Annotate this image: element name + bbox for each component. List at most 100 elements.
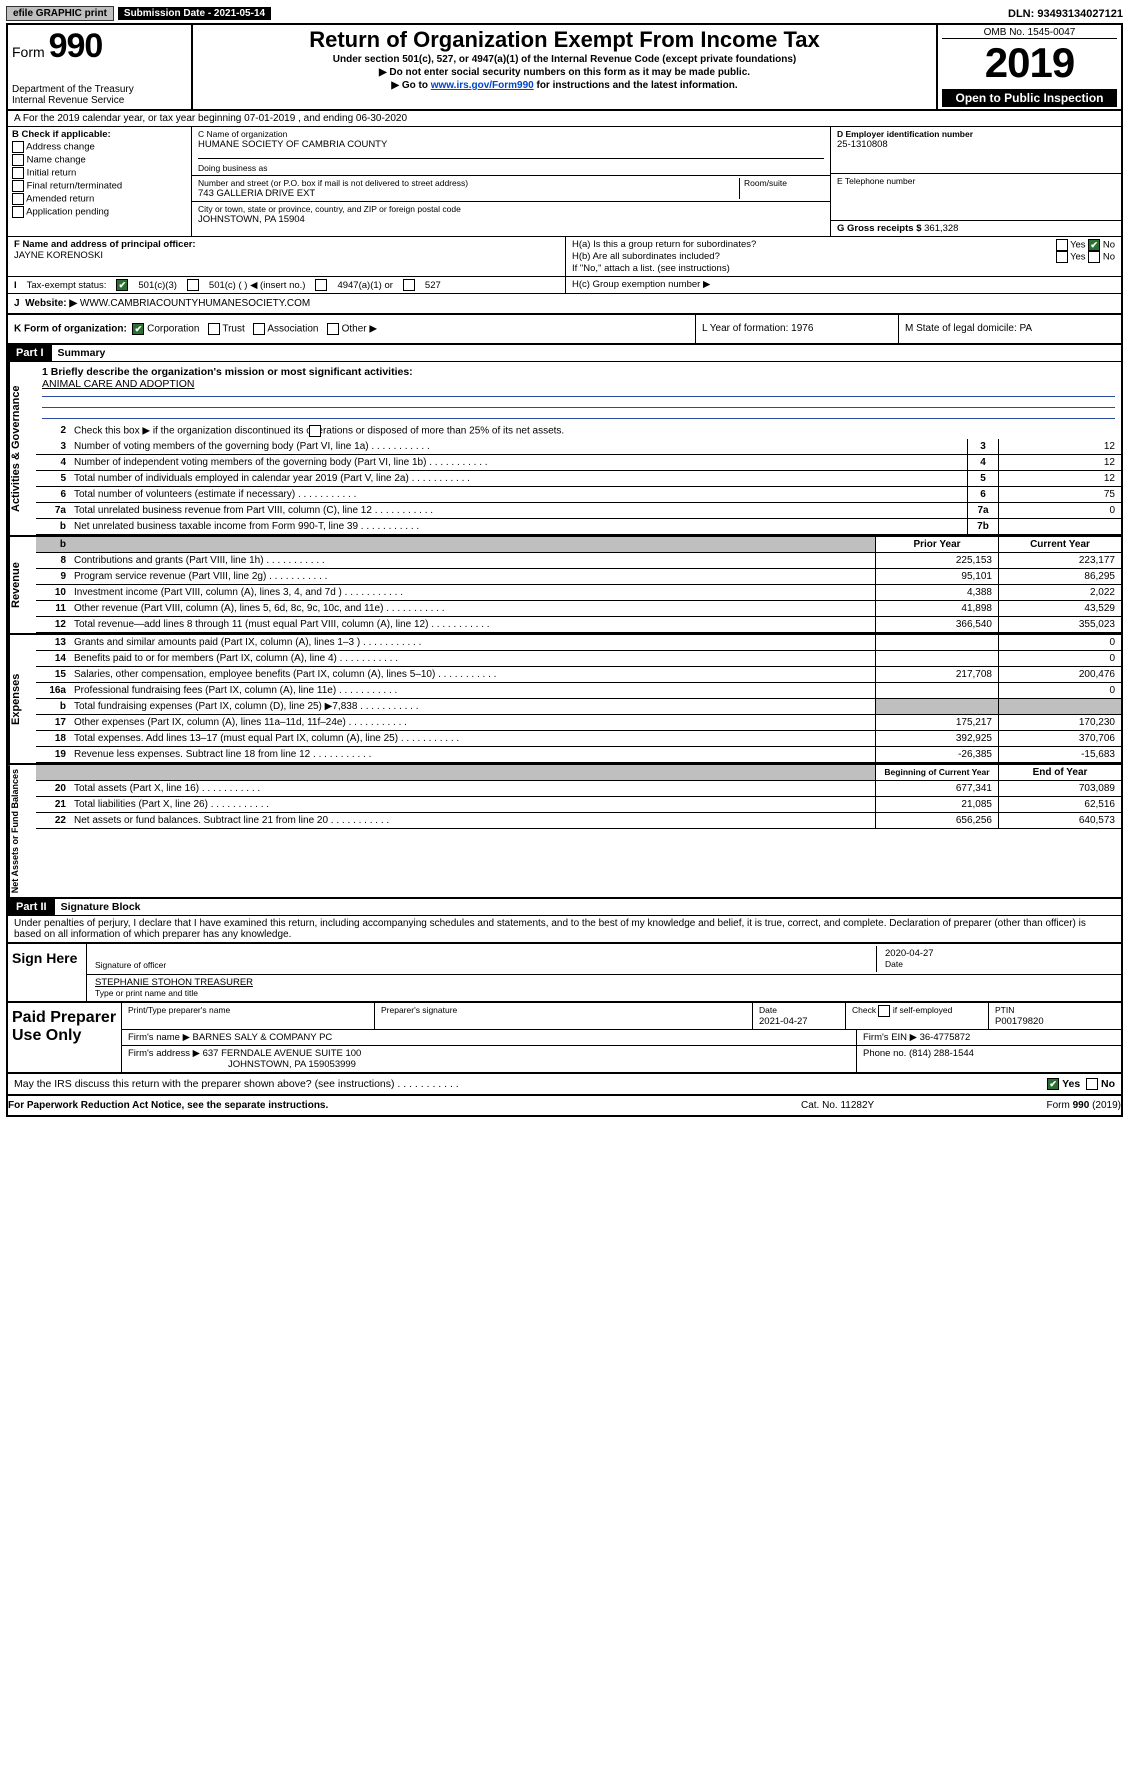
line-text: Revenue less expenses. Subtract line 18 … [70, 747, 875, 762]
ha-no: No [1103, 240, 1115, 251]
form-number: 990 [49, 27, 103, 65]
b-init: Initial return [27, 168, 77, 179]
summary-line: 20 Total assets (Part X, line 16) 677,34… [36, 781, 1121, 797]
prior-year-value: 175,217 [875, 715, 998, 730]
prior-year-value: 4,388 [875, 585, 998, 600]
pp-sig-label: Preparer's signature [381, 1005, 457, 1015]
cat-no: Cat. No. 11282Y [801, 1100, 981, 1111]
cb-4947[interactable] [315, 279, 327, 291]
side-expenses: Expenses [8, 635, 36, 763]
line-numbox: 3 [967, 439, 998, 454]
cb-ha-yes[interactable] [1056, 239, 1068, 251]
cb-discuss-no[interactable] [1086, 1078, 1098, 1090]
efile-graphic-print[interactable]: efile GRAPHIC print [6, 6, 114, 21]
cb-initial-return[interactable] [12, 167, 24, 179]
col-c: C Name of organization HUMANE SOCIETY OF… [192, 127, 831, 236]
line-num: b [36, 699, 70, 714]
line-num: b [36, 519, 70, 534]
part2-title: Part II [8, 899, 55, 915]
city-label: City or town, state or province, country… [198, 204, 824, 214]
line-text: Grants and similar amounts paid (Part IX… [70, 635, 875, 650]
na-header-spacer2 [70, 765, 875, 780]
firm-city: JOHNSTOWN, PA 159053999 [228, 1059, 356, 1070]
prior-year-value: 392,925 [875, 731, 998, 746]
firm-name: BARNES SALY & COMPANY PC [193, 1032, 333, 1043]
cb-discontinued[interactable] [309, 425, 321, 437]
hc-label: H(c) Group exemption number ▶ [572, 279, 710, 290]
cb-trust[interactable] [208, 323, 220, 335]
line-numbox: 7a [967, 503, 998, 518]
cb-application-pending[interactable] [12, 206, 24, 218]
cb-ha-no[interactable]: ✔ [1088, 239, 1100, 251]
k-assoc: Association [267, 324, 318, 335]
city: JOHNSTOWN, PA 15904 [198, 214, 824, 225]
summary-line: 10 Investment income (Part VIII, column … [36, 585, 1121, 601]
cb-other[interactable] [327, 323, 339, 335]
cb-501c[interactable] [187, 279, 199, 291]
tax-year: 2019 [942, 39, 1117, 87]
dba-label: Doing business as [198, 163, 824, 173]
form-sub3c: for instructions and the latest informat… [534, 80, 738, 91]
k-corp: Corporation [147, 324, 199, 335]
cb-name-change[interactable] [12, 154, 24, 166]
netassets-block: Net Assets or Fund Balances Beginning of… [8, 765, 1121, 899]
d-label: D Employer identification number [837, 129, 973, 139]
cb-hb-no[interactable] [1088, 251, 1100, 263]
bcdeg-block: B Check if applicable: Address change Na… [8, 127, 1121, 237]
discuss-yes: Yes [1062, 1078, 1080, 1090]
form-header: Form 990 Department of the Treasury Inte… [8, 25, 1121, 111]
line-num: 21 [36, 797, 70, 812]
k-other: Other ▶ [342, 324, 377, 335]
form990-link[interactable]: www.irs.gov/Form990 [431, 80, 534, 91]
line-num: 11 [36, 601, 70, 616]
cb-address-change[interactable] [12, 141, 24, 153]
cb-amended-return[interactable] [12, 193, 24, 205]
discuss-no: No [1101, 1078, 1115, 1090]
prior-year-value: 656,256 [875, 813, 998, 828]
cb-self-employed[interactable] [878, 1005, 890, 1017]
sig-date-val: 2020-04-27 [885, 948, 934, 959]
paid-preparer-block: Paid Preparer Use Only Print/Type prepar… [8, 1003, 1121, 1074]
current-year-value: 2,022 [998, 585, 1121, 600]
cb-final-return[interactable] [12, 180, 24, 192]
cb-discuss-yes[interactable]: ✔ [1047, 1078, 1059, 1090]
summary-line: 7a Total unrelated business revenue from… [36, 503, 1121, 519]
summary-line: 16a Professional fundraising fees (Part … [36, 683, 1121, 699]
pp-date-val: 2021-04-27 [759, 1016, 808, 1027]
line-num: 9 [36, 569, 70, 584]
summary-line: 13 Grants and similar amounts paid (Part… [36, 635, 1121, 651]
form-sub1: Under section 501(c), 527, or 4947(a)(1)… [201, 53, 928, 66]
end-year-header: End of Year [998, 765, 1121, 780]
summary-line: 3 Number of voting members of the govern… [36, 439, 1121, 455]
line-text: Total revenue—add lines 8 through 11 (mu… [70, 617, 875, 632]
g-label: G Gross receipts $ [837, 223, 924, 234]
prior-year-value [875, 699, 998, 714]
firm-addr-label: Firm's address ▶ [128, 1048, 200, 1059]
prior-year-value: -26,385 [875, 747, 998, 762]
beg-year-header: Beginning of Current Year [875, 765, 998, 780]
line-numbox: 5 [967, 471, 998, 486]
form-sub3a: ▶ Go to [391, 80, 430, 91]
org-name: HUMANE SOCIETY OF CAMBRIA COUNTY [198, 139, 824, 150]
line-text: Number of independent voting members of … [70, 455, 967, 470]
omb-number: OMB No. 1545-0047 [942, 27, 1117, 39]
cb-527[interactable] [403, 279, 415, 291]
firm-ein: Firm's EIN ▶ 36-4775872 [863, 1032, 970, 1043]
cb-corp[interactable]: ✔ [132, 323, 144, 335]
cb-501c3[interactable]: ✔ [116, 279, 128, 291]
line-num: 18 [36, 731, 70, 746]
side-governance: Activities & Governance [8, 362, 36, 535]
sign-here-block: Sign Here Signature of officer 2020-04-2… [8, 944, 1121, 1003]
cb-hb-yes[interactable] [1056, 251, 1068, 263]
line-text: Total number of individuals employed in … [70, 471, 967, 486]
b-fin: Final return/terminated [27, 180, 123, 191]
cb-assoc[interactable] [253, 323, 265, 335]
summary-line: 21 Total liabilities (Part X, line 26) 2… [36, 797, 1121, 813]
firm-phone: Phone no. (814) 288-1544 [863, 1048, 974, 1059]
summary-line: 14 Benefits paid to or for members (Part… [36, 651, 1121, 667]
ln2: 2 [36, 423, 70, 439]
current-year-value: 703,089 [998, 781, 1121, 796]
line-value: 12 [998, 439, 1121, 454]
line-value: 75 [998, 487, 1121, 502]
firm-addr: 637 FERNDALE AVENUE SUITE 100 [203, 1048, 362, 1059]
